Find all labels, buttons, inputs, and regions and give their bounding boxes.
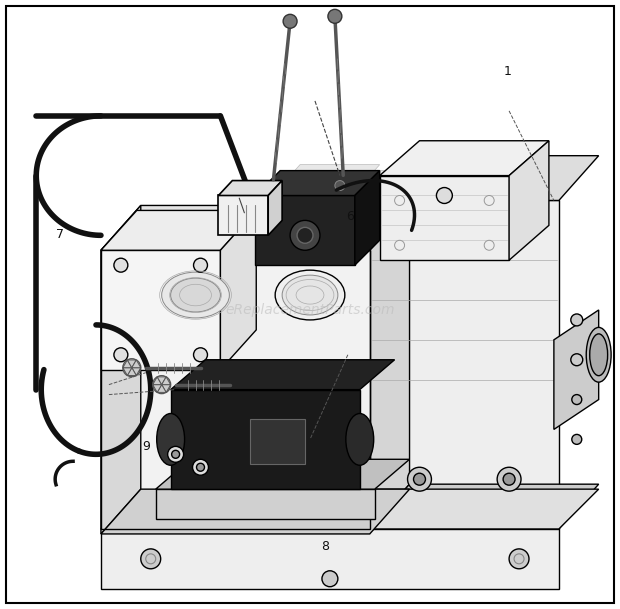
Polygon shape — [153, 377, 162, 385]
Circle shape — [197, 463, 205, 471]
Circle shape — [414, 224, 425, 236]
Ellipse shape — [170, 278, 221, 312]
Polygon shape — [280, 189, 399, 233]
Bar — [250, 420, 305, 464]
Polygon shape — [101, 205, 141, 534]
Circle shape — [172, 450, 180, 459]
Circle shape — [141, 549, 161, 569]
Polygon shape — [153, 385, 162, 392]
Ellipse shape — [587, 328, 611, 382]
Polygon shape — [265, 171, 384, 216]
Ellipse shape — [282, 275, 338, 315]
Circle shape — [265, 180, 275, 191]
Ellipse shape — [156, 268, 236, 322]
Circle shape — [503, 473, 515, 485]
Polygon shape — [218, 195, 268, 235]
Text: 8: 8 — [321, 541, 329, 554]
Circle shape — [572, 434, 582, 445]
Polygon shape — [285, 194, 405, 239]
Circle shape — [497, 219, 521, 242]
Polygon shape — [157, 377, 166, 385]
Circle shape — [231, 258, 250, 278]
Circle shape — [436, 188, 453, 203]
Circle shape — [297, 227, 313, 243]
Polygon shape — [162, 385, 170, 392]
Circle shape — [290, 220, 320, 250]
Circle shape — [509, 549, 529, 569]
Polygon shape — [127, 368, 136, 376]
Text: 9: 9 — [143, 440, 151, 454]
Polygon shape — [101, 250, 221, 370]
Polygon shape — [132, 360, 141, 368]
Text: 6: 6 — [346, 210, 354, 223]
Polygon shape — [270, 177, 389, 222]
Circle shape — [322, 571, 338, 586]
Polygon shape — [156, 489, 374, 519]
Polygon shape — [157, 385, 166, 392]
Text: eReplacementParts.com: eReplacementParts.com — [225, 303, 395, 317]
Polygon shape — [101, 489, 599, 529]
Ellipse shape — [162, 272, 229, 318]
Circle shape — [407, 467, 432, 491]
Polygon shape — [221, 211, 256, 370]
Polygon shape — [255, 195, 355, 265]
Circle shape — [193, 459, 208, 475]
Polygon shape — [379, 141, 549, 175]
Circle shape — [193, 348, 208, 362]
Polygon shape — [509, 141, 549, 260]
Polygon shape — [355, 171, 379, 265]
Polygon shape — [123, 368, 132, 376]
Polygon shape — [101, 205, 410, 250]
Polygon shape — [268, 180, 282, 235]
Polygon shape — [275, 183, 394, 227]
Polygon shape — [370, 156, 599, 200]
Circle shape — [414, 473, 425, 485]
Text: 1: 1 — [503, 65, 512, 77]
Circle shape — [193, 258, 208, 272]
Polygon shape — [260, 164, 379, 209]
Polygon shape — [255, 171, 379, 195]
Polygon shape — [218, 180, 282, 195]
Polygon shape — [370, 484, 599, 529]
Circle shape — [503, 224, 515, 236]
Polygon shape — [370, 156, 410, 529]
Circle shape — [335, 180, 345, 191]
Polygon shape — [156, 459, 410, 489]
Circle shape — [328, 9, 342, 23]
Polygon shape — [132, 368, 141, 376]
Polygon shape — [170, 390, 360, 489]
Polygon shape — [290, 200, 410, 245]
Ellipse shape — [590, 334, 608, 376]
Ellipse shape — [275, 270, 345, 320]
Circle shape — [283, 15, 297, 28]
Circle shape — [146, 258, 166, 278]
Ellipse shape — [346, 414, 374, 465]
Text: 7: 7 — [56, 228, 64, 241]
Polygon shape — [170, 360, 394, 390]
Polygon shape — [370, 200, 559, 529]
Polygon shape — [101, 250, 370, 529]
Polygon shape — [123, 360, 132, 368]
Polygon shape — [162, 377, 170, 385]
Circle shape — [407, 219, 432, 242]
Polygon shape — [101, 211, 256, 250]
Polygon shape — [127, 360, 136, 368]
Circle shape — [497, 467, 521, 491]
Circle shape — [114, 348, 128, 362]
Polygon shape — [290, 200, 410, 245]
Circle shape — [571, 314, 583, 326]
Polygon shape — [379, 175, 509, 260]
Circle shape — [572, 395, 582, 404]
Ellipse shape — [157, 414, 185, 465]
Circle shape — [167, 446, 184, 462]
Polygon shape — [101, 489, 410, 534]
Polygon shape — [554, 310, 599, 429]
Circle shape — [114, 258, 128, 272]
Polygon shape — [101, 529, 559, 589]
Circle shape — [571, 354, 583, 366]
